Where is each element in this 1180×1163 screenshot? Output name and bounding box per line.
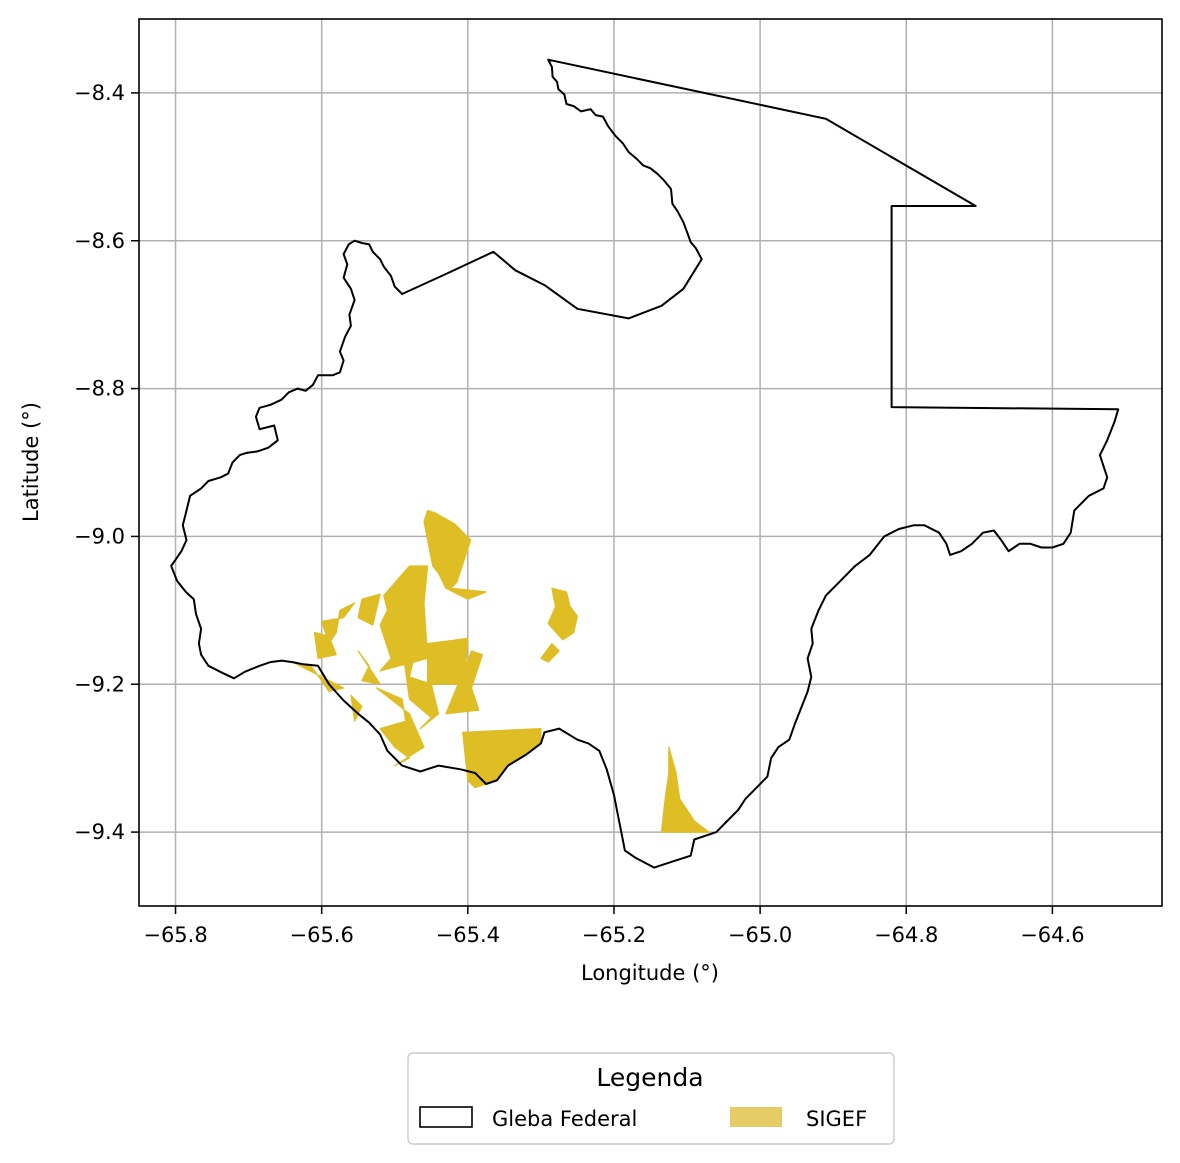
sigef-parcel-4 xyxy=(313,631,337,660)
x-tick-label-5: −64.8 xyxy=(874,923,938,947)
sigef-parcel-15 xyxy=(660,746,710,833)
legend-label-sigef: SIGEF xyxy=(806,1107,867,1131)
x-tick-label-3: −65.2 xyxy=(582,923,646,947)
sigef-parcel-8 xyxy=(445,650,483,715)
sigef-parcel-0 xyxy=(423,509,487,600)
plot-frame xyxy=(138,18,1163,907)
sigef-parcel-9 xyxy=(375,687,425,767)
y-tick-label-5: −9.4 xyxy=(74,820,125,844)
x-tick-label-2: −65.4 xyxy=(436,923,500,947)
sigef-parcel-13 xyxy=(547,587,579,641)
legend: Legenda Gleba Federal SIGEF xyxy=(407,1052,895,1145)
sigef-parcel-6 xyxy=(401,645,440,730)
sigef-parcel-2 xyxy=(357,593,381,626)
x-tick-label-4: −65.0 xyxy=(728,923,792,947)
sigef-parcel-5 xyxy=(357,650,381,685)
gridlines xyxy=(139,19,1162,906)
x-tick-label-6: −64.6 xyxy=(1020,923,1084,947)
x-tick-label-0: −65.8 xyxy=(143,923,207,947)
legend-swatch-sigef xyxy=(730,1107,782,1127)
y-tick-label-0: −8.4 xyxy=(74,81,125,105)
y-tick-label-4: −9.2 xyxy=(74,672,125,696)
legend-swatch-gleba-federal xyxy=(419,1106,473,1128)
axis-ticks: −65.8 −65.6 −65.4 −65.2 −65.0 −64.8 −64.6 −8.4 −… xyxy=(74,81,1085,947)
y-tick-label-2: −8.8 xyxy=(74,377,125,401)
x-tick-label-1: −65.6 xyxy=(289,923,353,947)
sigef-parcel-1 xyxy=(379,565,429,672)
sigef-parcel-14 xyxy=(540,642,560,663)
legend-title: Legenda xyxy=(596,1063,703,1092)
gleba-federal-boundary xyxy=(170,58,1120,869)
y-axis-label: Latitude (°) xyxy=(19,402,43,522)
gleba-federal-layer xyxy=(170,58,1120,869)
sigef-layer xyxy=(291,509,710,833)
legend-label-gleba-federal: Gleba Federal xyxy=(492,1107,637,1131)
y-tick-label-3: −9.0 xyxy=(74,524,125,548)
x-axis-label: Longitude (°) xyxy=(581,961,719,985)
y-tick-label-1: −8.6 xyxy=(74,229,125,253)
